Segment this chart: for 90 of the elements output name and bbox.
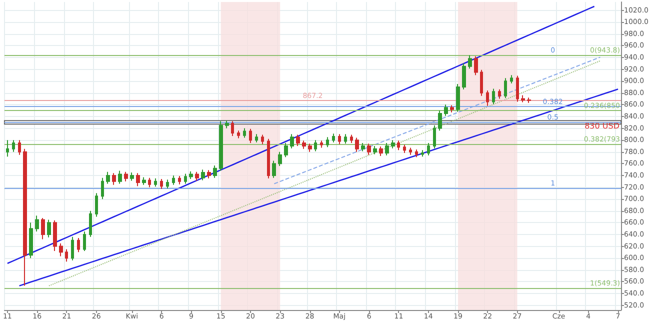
candlestick [456,84,460,112]
candlestick [296,134,300,146]
candlestick [504,78,507,99]
candlestick [302,140,306,150]
candlestick [71,236,74,261]
candlestick [59,242,63,257]
candlestick [148,177,151,188]
candlestick [332,133,335,143]
candlestick [480,69,483,96]
candlestick [195,171,199,182]
candlestick [23,148,27,286]
candlestick [403,144,406,154]
candlestick [77,238,80,253]
candlestick [29,222,33,259]
candlestick [284,142,288,158]
candlestick [166,179,169,189]
candlestick [444,104,448,116]
candlestick [492,88,495,105]
candlestick [83,231,86,252]
line-series [18,88,619,286]
candlestick [516,75,519,102]
candlestick [95,192,98,218]
candlestick [130,172,134,182]
candlestick [142,176,146,186]
candlestick [101,177,104,200]
candlestick [397,140,400,151]
candlestick [184,173,187,184]
candlestick [154,178,157,188]
candlestick [474,56,478,76]
candlestick [361,142,365,152]
candlestick [178,176,181,185]
candlestick [290,134,294,149]
candlestick [498,88,501,100]
candlestick [314,140,317,152]
candlestick [255,134,258,143]
candlestick [213,164,217,178]
candlestick [201,169,205,181]
candlestick [421,150,424,158]
candlestick [189,170,193,180]
candlestick [160,178,163,190]
candlestick [350,134,353,144]
candlestick [112,172,116,186]
candlestick [344,134,347,144]
candlestick [338,134,341,145]
candlestick [367,143,371,156]
candlestick [267,138,270,179]
candlestick [433,124,436,149]
candlestick [65,248,68,262]
candlestick [486,90,489,106]
candlestick [527,97,531,104]
candlestick [409,147,412,156]
candlestick [35,215,39,232]
candlestick [136,172,140,187]
candlestick [320,140,323,148]
candlestick [521,94,525,103]
candlestick [415,149,418,158]
candlestick [207,170,211,179]
candlestick [278,151,282,167]
candlestick [47,219,51,238]
candlestick [106,171,110,184]
candlestick [379,146,383,156]
candlestick [427,142,430,156]
candlestick [326,136,329,148]
candlestick [118,170,122,184]
candlestick [355,137,359,152]
candlestick [249,128,252,144]
candlestick [231,120,234,136]
candlestick [89,210,92,238]
candlestick [53,220,57,252]
candlestick [6,140,9,158]
candlestick [438,110,442,132]
candlestick [18,140,21,156]
candlestick [41,217,45,240]
candlestick [462,62,466,90]
candlestick [510,74,513,84]
candlestick [243,128,246,138]
candlestick [172,174,175,186]
candlestick [124,171,128,182]
candlestick [219,120,223,172]
candlestick [272,160,276,178]
candlestick [385,142,389,156]
candlestick [237,130,240,139]
candlestick [12,140,15,152]
candlestick [261,134,264,145]
candlestick [373,145,377,155]
candlestick [225,120,229,129]
candlestick [308,143,312,152]
candlestick [450,104,454,113]
candlestick [391,140,395,149]
candlestick [468,54,472,70]
